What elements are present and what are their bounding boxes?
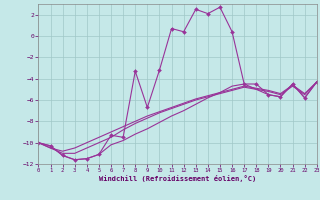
- X-axis label: Windchill (Refroidissement éolien,°C): Windchill (Refroidissement éolien,°C): [99, 175, 256, 182]
